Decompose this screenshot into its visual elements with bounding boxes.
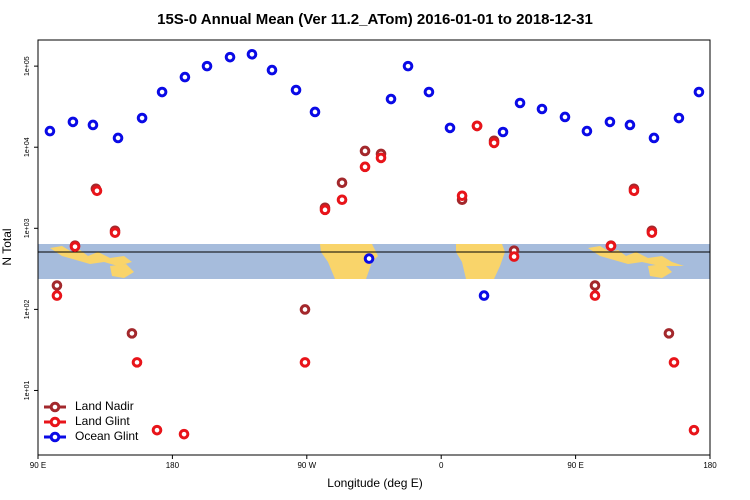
y-tick-label: 1e+01 bbox=[24, 381, 31, 401]
data-point bbox=[91, 185, 103, 197]
data-point bbox=[299, 304, 311, 315]
data-point bbox=[336, 194, 348, 206]
data-point bbox=[478, 290, 490, 301]
data-point bbox=[581, 125, 593, 137]
x-tick-label: 180 bbox=[166, 461, 180, 470]
data-point bbox=[266, 64, 278, 76]
legend-label: Land Nadir bbox=[75, 399, 134, 413]
data-point bbox=[646, 227, 658, 238]
x-tick-label: 180 bbox=[703, 461, 717, 470]
legend-marker bbox=[49, 416, 61, 428]
data-point bbox=[309, 106, 321, 118]
data-point bbox=[87, 119, 99, 131]
australia-west bbox=[110, 264, 134, 278]
data-point bbox=[126, 328, 138, 339]
islands-east bbox=[588, 246, 684, 266]
x-tick-label: 90 W bbox=[297, 461, 316, 470]
data-point bbox=[224, 51, 236, 63]
data-point bbox=[51, 280, 63, 291]
data-point bbox=[589, 280, 601, 291]
data-point bbox=[508, 251, 520, 262]
data-point bbox=[67, 116, 79, 128]
data-point bbox=[648, 132, 660, 144]
data-point bbox=[363, 253, 375, 264]
data-point bbox=[663, 328, 675, 339]
y-tick-label: 1e+04 bbox=[24, 137, 31, 157]
data-point bbox=[359, 145, 371, 157]
x-tick-label: 90 E bbox=[567, 461, 583, 470]
data-point bbox=[375, 152, 387, 164]
legend-label: Ocean Glint bbox=[75, 429, 139, 443]
data-point bbox=[44, 125, 56, 137]
africa bbox=[320, 244, 378, 279]
legend-marker bbox=[49, 431, 61, 443]
data-point bbox=[385, 93, 397, 105]
data-point bbox=[471, 120, 483, 132]
data-point bbox=[624, 119, 636, 131]
data-point bbox=[156, 86, 168, 98]
data-point bbox=[131, 357, 143, 368]
data-point bbox=[688, 424, 700, 436]
data-point bbox=[319, 204, 331, 216]
data-point bbox=[605, 240, 617, 252]
legend-label: Land Glint bbox=[75, 414, 130, 428]
data-point bbox=[589, 290, 601, 301]
y-tick-label: 1e+05 bbox=[24, 56, 31, 76]
x-axis-label: Longitude (deg E) bbox=[327, 476, 422, 490]
data-point bbox=[536, 103, 548, 115]
y-axis-label: N Total bbox=[0, 228, 14, 265]
data-point bbox=[488, 137, 500, 149]
map-strip bbox=[38, 244, 710, 279]
data-point bbox=[246, 48, 258, 60]
data-point bbox=[673, 112, 685, 124]
data-point bbox=[290, 84, 302, 96]
data-point bbox=[178, 428, 190, 440]
data-point bbox=[668, 357, 680, 368]
plot-frame bbox=[37, 39, 711, 456]
data-point bbox=[179, 71, 191, 83]
y-tick-label: 1e+02 bbox=[24, 299, 31, 319]
data-point bbox=[693, 86, 705, 98]
y-tick-label: 1e+03 bbox=[24, 218, 31, 238]
x-tick-label: 0 bbox=[439, 461, 444, 470]
data-point bbox=[51, 290, 63, 301]
data-point bbox=[69, 241, 81, 252]
data-point bbox=[136, 112, 148, 124]
australia-east bbox=[648, 264, 672, 278]
data-point bbox=[151, 424, 163, 436]
data-point bbox=[112, 132, 124, 144]
data-point bbox=[359, 161, 371, 173]
data-point bbox=[497, 126, 509, 138]
data-point bbox=[201, 60, 213, 72]
data-point bbox=[444, 122, 456, 134]
data-point bbox=[628, 185, 640, 197]
x-tick-label: 90 E bbox=[30, 461, 46, 470]
south-america bbox=[456, 244, 505, 279]
data-point bbox=[402, 60, 414, 72]
data-point bbox=[299, 357, 311, 368]
data-point bbox=[604, 116, 616, 128]
data-point bbox=[109, 227, 121, 238]
legend-marker bbox=[49, 401, 61, 413]
data-point bbox=[336, 177, 348, 189]
data-point bbox=[514, 97, 526, 109]
data-point bbox=[559, 111, 571, 123]
islands-west bbox=[50, 246, 132, 266]
chart-title: 15S-0 Annual Mean (Ver 11.2_ATom) 2016-0… bbox=[157, 11, 593, 28]
data-point bbox=[456, 190, 468, 202]
data-point bbox=[423, 86, 435, 98]
